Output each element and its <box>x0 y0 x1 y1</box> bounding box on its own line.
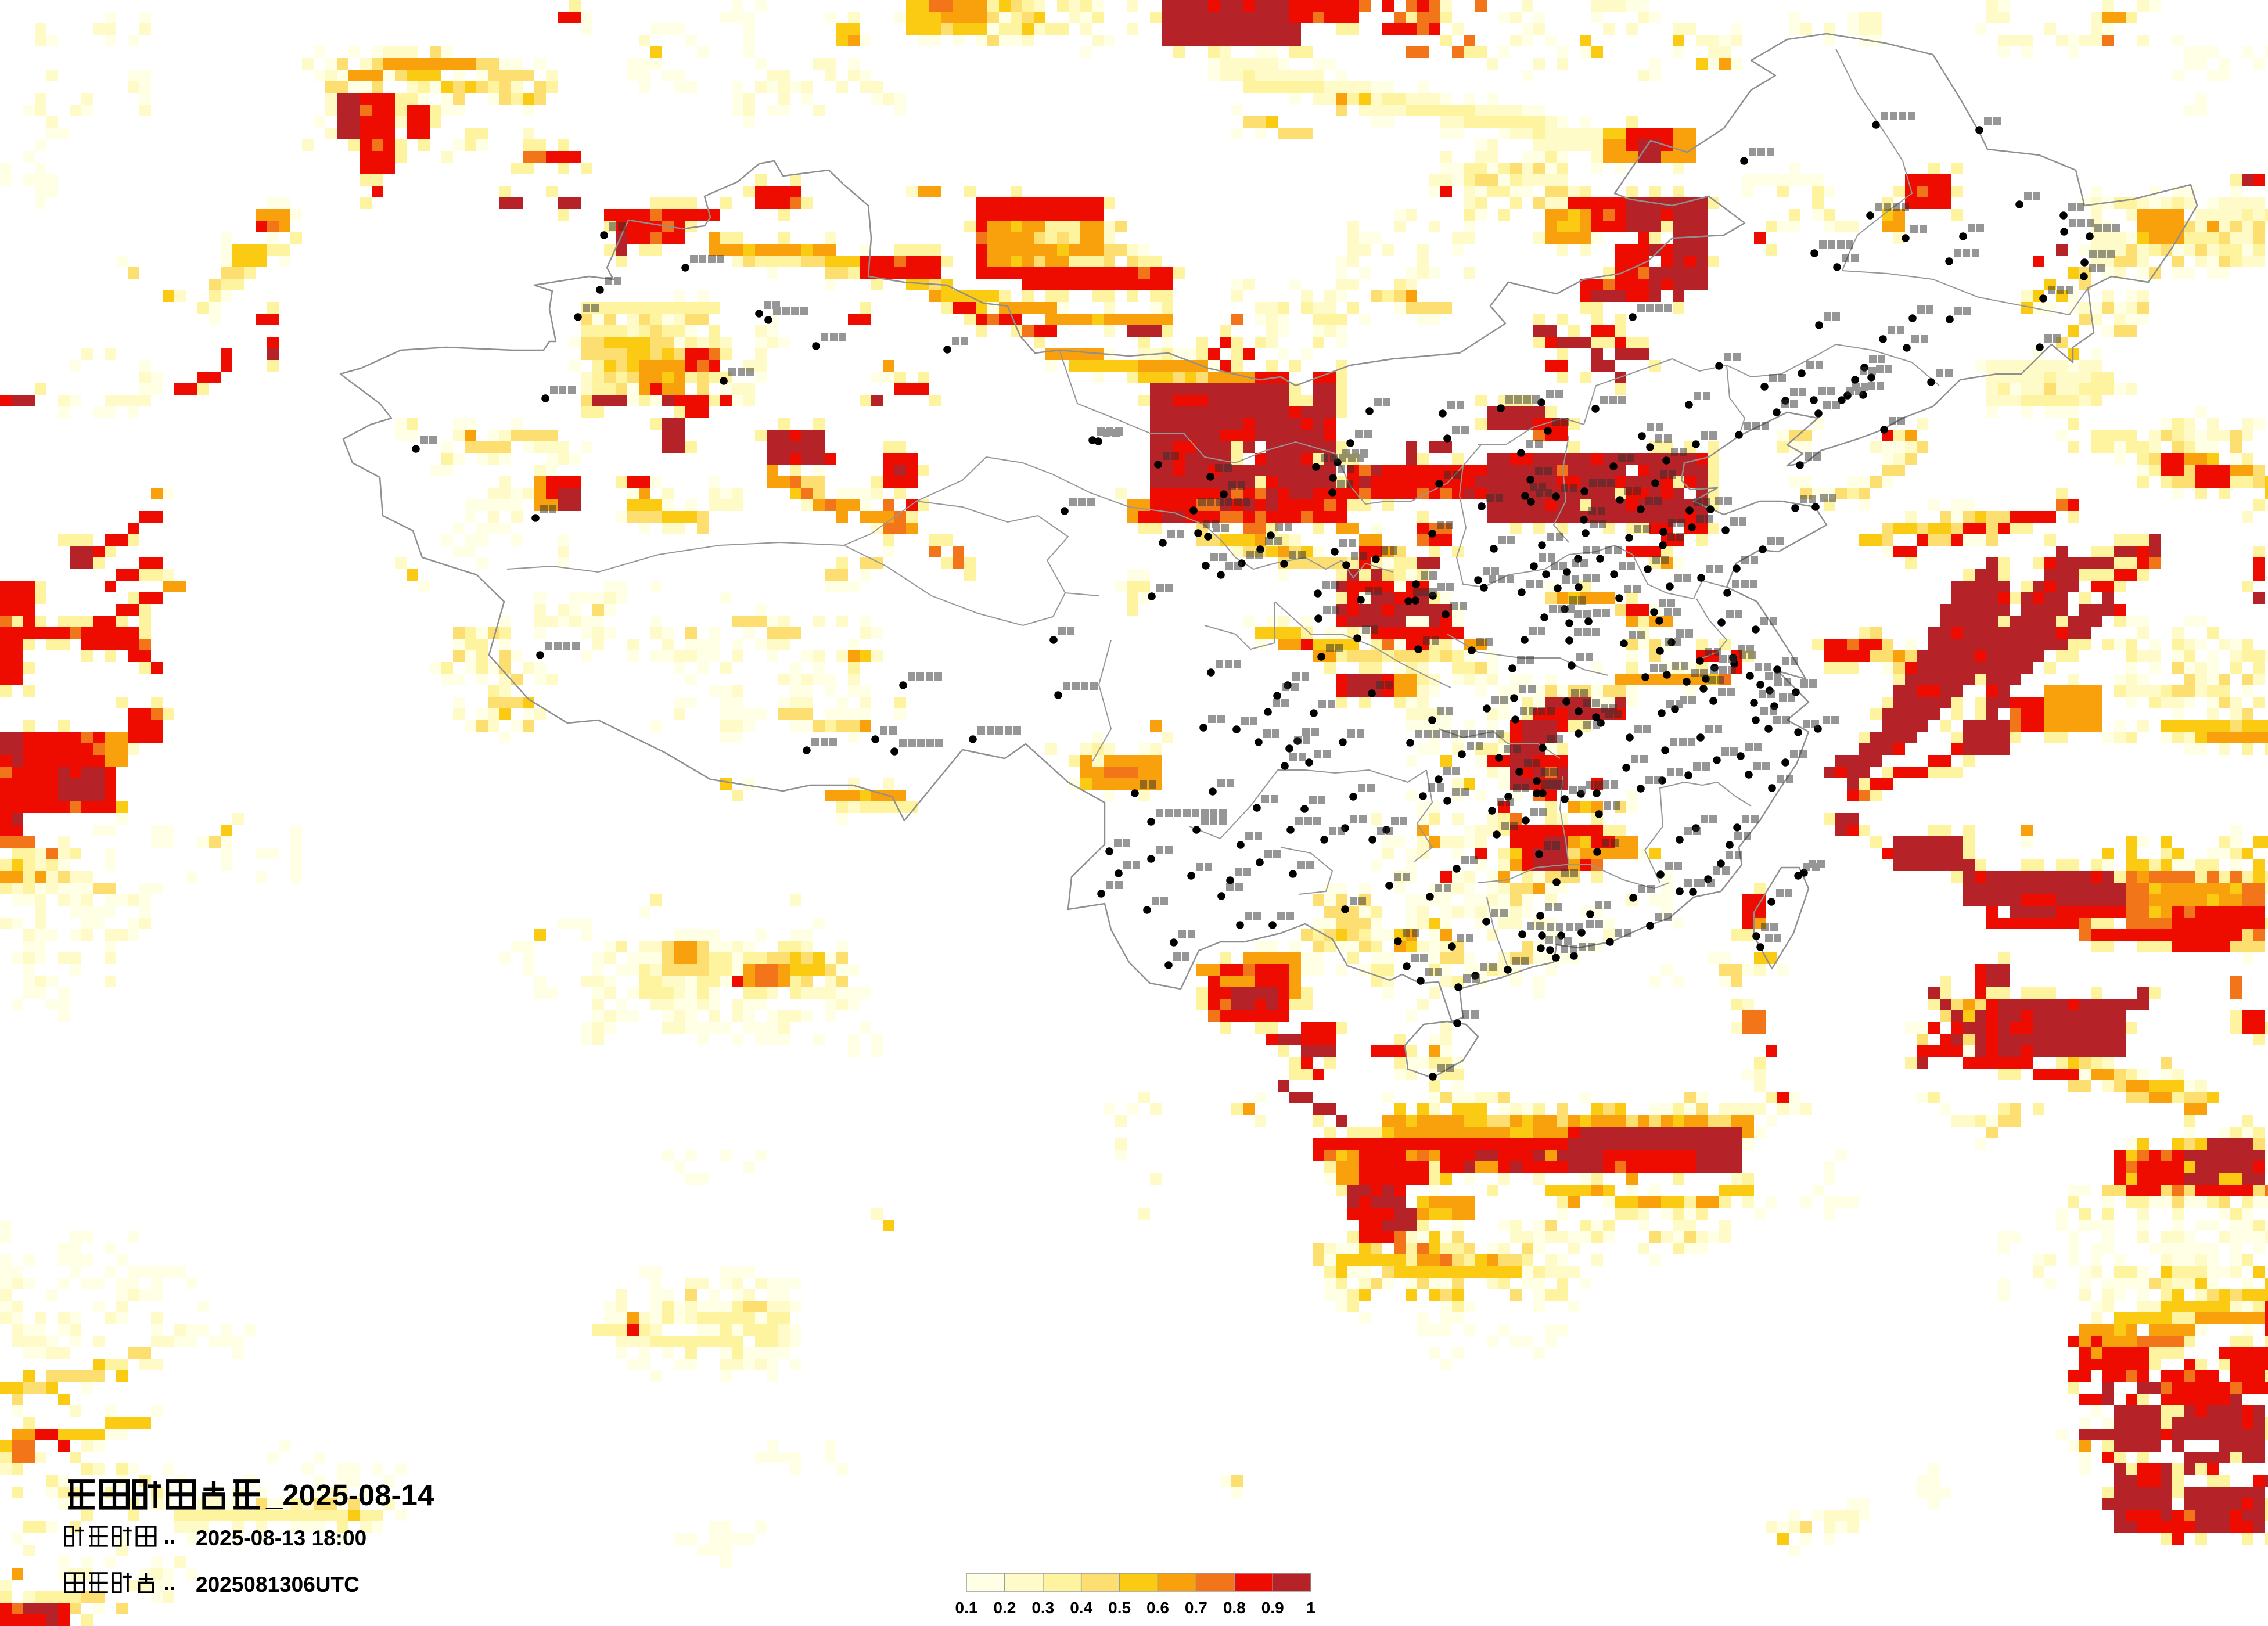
svg-text:0.7: 0.7 <box>1185 1599 1207 1617</box>
svg-text:0.6: 0.6 <box>1146 1599 1169 1617</box>
svg-text:0.3: 0.3 <box>1031 1599 1054 1617</box>
svg-text:0.4: 0.4 <box>1070 1599 1092 1617</box>
svg-text:1: 1 <box>1306 1599 1315 1617</box>
svg-text:0.1: 0.1 <box>955 1599 978 1617</box>
svg-text:0.9: 0.9 <box>1261 1599 1284 1617</box>
svg-text:2025081306UTC: 2025081306UTC <box>196 1573 360 1596</box>
svg-text:0.8: 0.8 <box>1223 1599 1246 1617</box>
svg-text:_2025-08-14: _2025-08-14 <box>265 1478 434 1512</box>
svg-text:0.5: 0.5 <box>1108 1599 1131 1617</box>
svg-text:0.2: 0.2 <box>993 1599 1016 1617</box>
svg-text:2025-08-13 18:00: 2025-08-13 18:00 <box>196 1526 366 1550</box>
